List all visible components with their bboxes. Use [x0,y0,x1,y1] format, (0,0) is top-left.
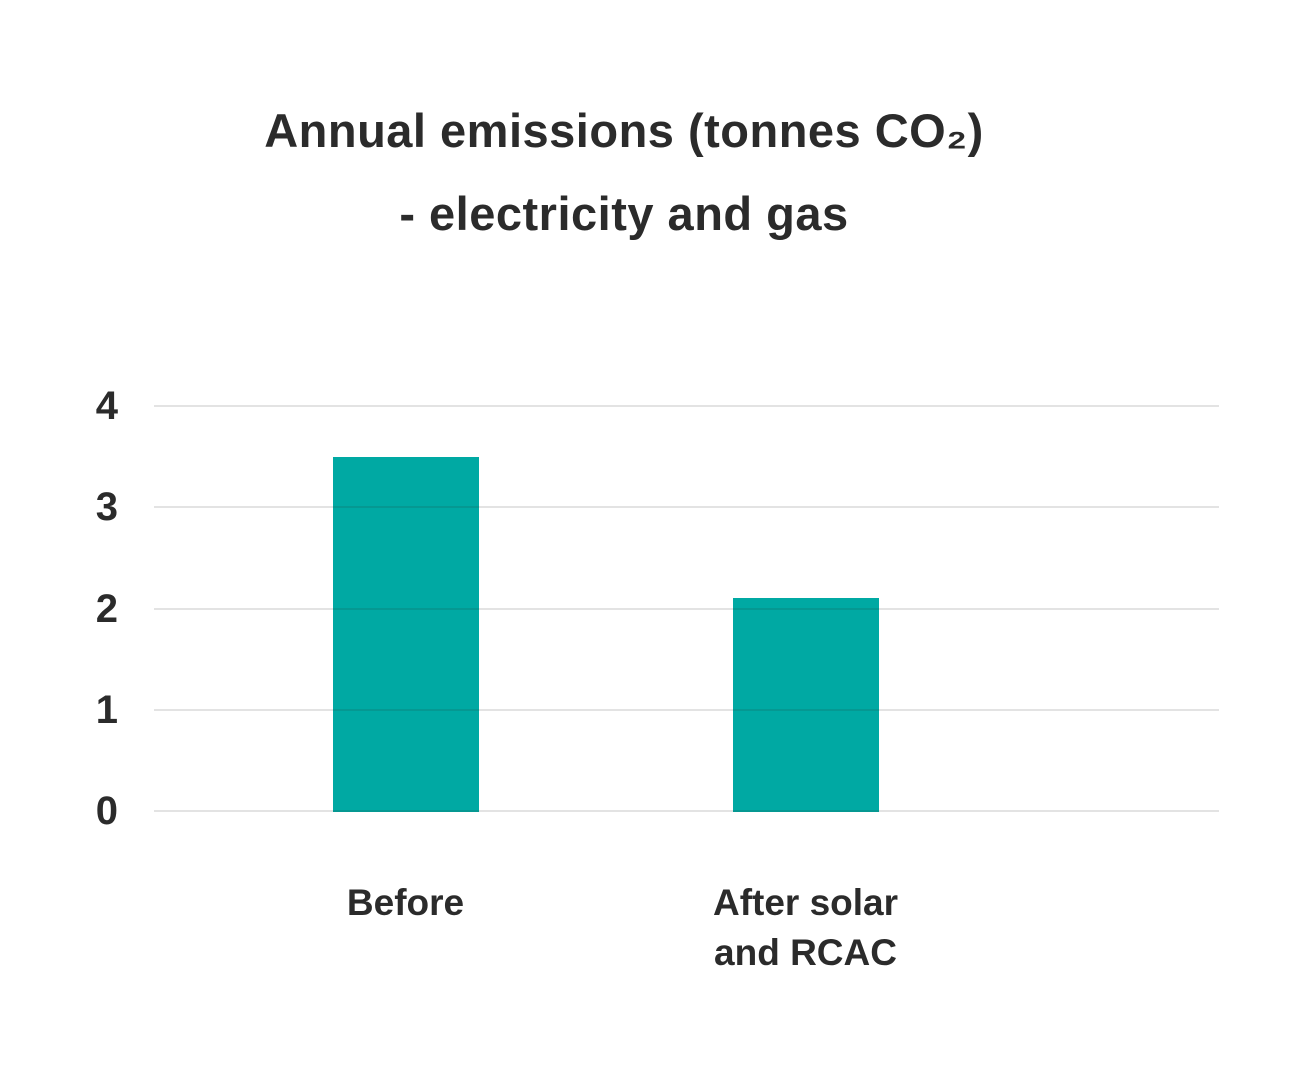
x-axis-label-after-solar-and-rcac: After solar and RCAC [636,878,976,978]
y-tick-label-1: 1 [95,687,118,732]
y-tick-label-0: 0 [95,789,118,833]
gridline-y-1 [154,708,1219,711]
y-tick-label-2: 2 [95,586,118,631]
gridline-y-2 [154,607,1219,610]
chart-title-line-1: Annual emissions (tonnes CO₂) [264,104,984,157]
x-axis-label-line: After solar [712,882,899,923]
x-axis-label-line: and RCAC [714,932,897,973]
gridline-y-0 [154,810,1219,812]
chart-title-line-2: - electricity and gas [399,187,849,240]
bar-after-solar-and-rcac [732,598,879,812]
gridline-y-3 [154,506,1219,509]
x-axis-label-line: Before [346,882,465,923]
y-tick-label-4: 4 [95,384,118,428]
y-tick-label-3: 3 [95,485,118,530]
gridline-y-4 [154,405,1219,407]
x-axis-label-before: Before [236,878,576,928]
bar-before [332,456,479,812]
